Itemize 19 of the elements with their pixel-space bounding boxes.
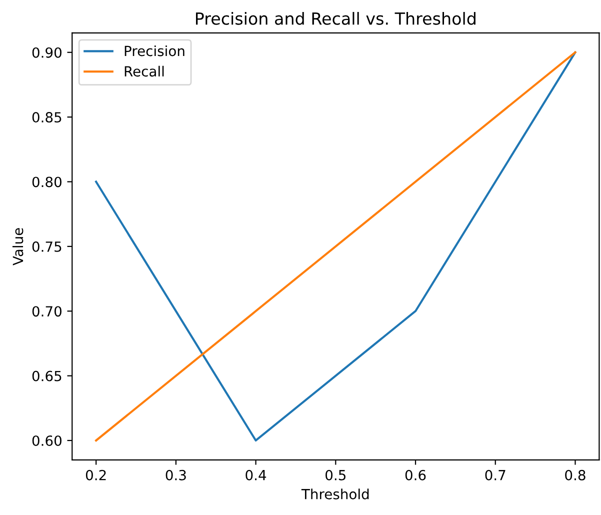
y-tick-label: 0.90	[32, 47, 62, 58]
y-tick-label: 0.75	[32, 241, 62, 252]
y-tick-label: 0.70	[32, 306, 62, 317]
x-tick-label: 0.5	[326, 470, 346, 480]
x-axis-title: Threshold	[301, 488, 369, 500]
x-tick-label: 0.7	[485, 470, 506, 480]
y-tick-label: 0.60	[32, 435, 62, 446]
x-tick-label: 0.3	[166, 470, 186, 480]
chart-title: Precision and Recall vs. Threshold	[196, 12, 476, 25]
x-tick-label: 0.2	[86, 470, 106, 480]
y-tick-label: 0.85	[32, 112, 62, 123]
y-tick-label: 0.80	[32, 176, 62, 188]
legend-label: Recall	[124, 66, 164, 77]
y-tick-label: 0.65	[32, 370, 62, 382]
x-tick-label: 0.6	[405, 470, 426, 480]
x-tick-label: 0.4	[246, 470, 266, 480]
legend-label: Precision	[124, 45, 184, 56]
x-tick-label: 0.8	[565, 470, 586, 480]
y-axis-title: Value	[12, 228, 24, 266]
